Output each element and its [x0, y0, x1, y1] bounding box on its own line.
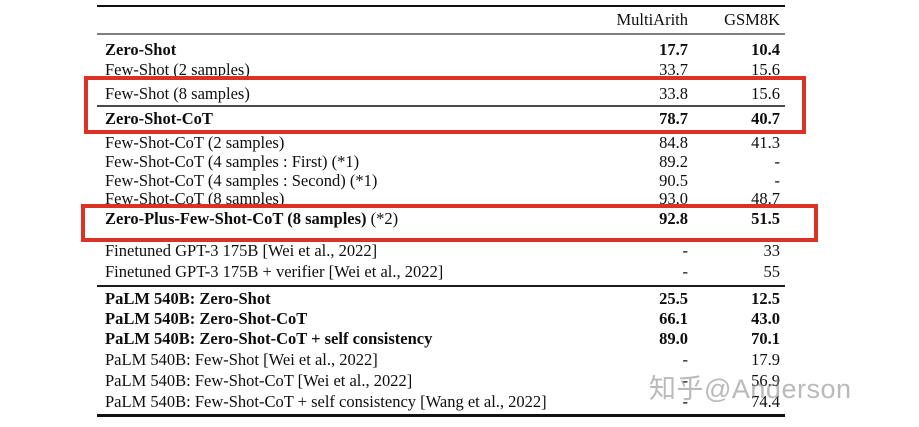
gsm8k-value: 17.9: [751, 350, 780, 369]
gsm8k-value: 15.6: [751, 60, 780, 79]
row-label: Few-Shot (8 samples): [105, 84, 250, 103]
gsm8k-value: 48.7: [751, 189, 780, 208]
row-label: Zero-Plus-Few-Shot-CoT (8 samples): [105, 209, 367, 228]
table-rule-section1: [97, 105, 785, 107]
multiarith-value: 33.7: [659, 60, 688, 79]
multiarith-value: 89.2: [659, 152, 688, 171]
highlight-box-zero-plus-few-shot-cot: [81, 204, 818, 242]
multiarith-value: 78.7: [659, 109, 688, 128]
table-rule-top: [97, 5, 785, 7]
row-label: Few-Shot-CoT (4 samples : First) (*1): [105, 152, 360, 171]
row-label: Zero-Shot-CoT: [105, 109, 213, 128]
row-label: PaLM 540B: Zero-Shot-CoT: [105, 309, 308, 328]
table-row: Few-Shot-CoT (2 samples) 84.8 41.3: [0, 133, 919, 153]
table-row: PaLM 540B: Zero-Shot-CoT 66.1 43.0: [0, 309, 919, 329]
table-row: Few-Shot-CoT (4 samples : Second) (*1) 9…: [0, 171, 919, 191]
row-label: Few-Shot-CoT (8 samples): [105, 189, 285, 208]
gsm8k-value: 40.7: [751, 109, 780, 128]
row-label: Few-Shot-CoT (2 samples): [105, 133, 285, 152]
table-row: Few-Shot-CoT (4 samples : First) (*1) 89…: [0, 152, 919, 172]
gsm8k-value: 56.9: [751, 371, 780, 390]
watermark: 知乎@Anderson: [649, 374, 852, 404]
row-label: Few-Shot-CoT (4 samples : Second) (*1): [105, 171, 378, 190]
gsm8k-value: 10.4: [751, 40, 780, 59]
multiarith-value: 90.5: [659, 171, 688, 190]
row-label: PaLM 540B: Zero-Shot-CoT + self consiste…: [105, 329, 433, 348]
row-label: PaLM 540B: Few-Shot-CoT + self consisten…: [105, 392, 547, 411]
row-label: Few-Shot (2 samples): [105, 60, 250, 79]
row-label: PaLM 540B: Zero-Shot: [105, 289, 271, 308]
gsm8k-value: 43.0: [751, 309, 780, 328]
gsm8k-value: 51.5: [751, 209, 780, 228]
gsm8k-value: 41.3: [751, 133, 780, 152]
table-row: Few-Shot-CoT (8 samples) 93.0 48.7: [0, 189, 919, 209]
table-rule-bottom: [97, 414, 785, 417]
row-label: PaLM 540B: Few-Shot-CoT [Wei et al., 202…: [105, 371, 413, 390]
table-rule-header-separator: [97, 33, 785, 35]
gsm8k-value: -: [774, 152, 781, 171]
multiarith-value: 84.8: [659, 133, 688, 152]
table-row: PaLM 540B: Few-Shot [Wei et al., 2022] -…: [0, 350, 919, 370]
multiarith-value: -: [682, 241, 689, 260]
multiarith-value: -: [682, 371, 689, 390]
column-header-gsm8k: GSM8K: [724, 10, 780, 29]
multiarith-value: 17.7: [659, 40, 688, 59]
multiarith-value: 89.0: [659, 329, 688, 348]
table-header-row: MultiArith GSM8K: [0, 10, 919, 30]
table-row: Zero-Plus-Few-Shot-CoT (8 samples) (*2) …: [0, 209, 919, 229]
table-row: Few-Shot (8 samples) 33.8 15.6: [0, 84, 919, 104]
gsm8k-value: -: [774, 171, 781, 190]
highlight-box-few-shot-vs-zero-shot-cot: [84, 76, 806, 134]
table-row: PaLM 540B: Few-Shot-CoT [Wei et al., 202…: [0, 371, 919, 391]
multiarith-value: 25.5: [659, 289, 688, 308]
gsm8k-value: 12.5: [751, 289, 780, 308]
gsm8k-value: 15.6: [751, 84, 780, 103]
row-label-suffix: (*2): [366, 209, 399, 228]
table-row: Zero-Shot 17.7 10.4: [0, 40, 919, 60]
gsm8k-value: 55: [763, 262, 781, 281]
table-row: PaLM 540B: Zero-Shot-CoT + self consiste…: [0, 329, 919, 349]
table-row: PaLM 540B: Zero-Shot 25.5 12.5: [0, 289, 919, 309]
gsm8k-value: 70.1: [751, 329, 780, 348]
multiarith-value: 92.8: [659, 209, 688, 228]
row-label: PaLM 540B: Few-Shot [Wei et al., 2022]: [105, 350, 378, 369]
multiarith-value: -: [682, 350, 689, 369]
multiarith-value: -: [682, 262, 689, 281]
gsm8k-value: 74.4: [751, 392, 780, 411]
table-row: Zero-Shot-CoT 78.7 40.7: [0, 109, 919, 129]
table-row: PaLM 540B: Few-Shot-CoT + self consisten…: [0, 392, 919, 412]
row-label: Finetuned GPT-3 175B + verifier [Wei et …: [105, 262, 444, 281]
gsm8k-value: 33: [763, 241, 781, 260]
table-row: Few-Shot (2 samples) 33.7 15.6: [0, 60, 919, 80]
table-row: Finetuned GPT-3 175B [Wei et al., 2022] …: [0, 241, 919, 261]
multiarith-value: 93.0: [659, 189, 688, 208]
table-rule-section2: [97, 285, 785, 287]
column-header-multiarith: MultiArith: [616, 10, 688, 29]
multiarith-value: -: [682, 392, 689, 411]
multiarith-value: 33.8: [659, 84, 688, 103]
row-label: Zero-Shot: [105, 40, 177, 59]
row-label: Finetuned GPT-3 175B [Wei et al., 2022]: [105, 241, 378, 260]
multiarith-value: 66.1: [659, 309, 688, 328]
table-row: Finetuned GPT-3 175B + verifier [Wei et …: [0, 262, 919, 282]
